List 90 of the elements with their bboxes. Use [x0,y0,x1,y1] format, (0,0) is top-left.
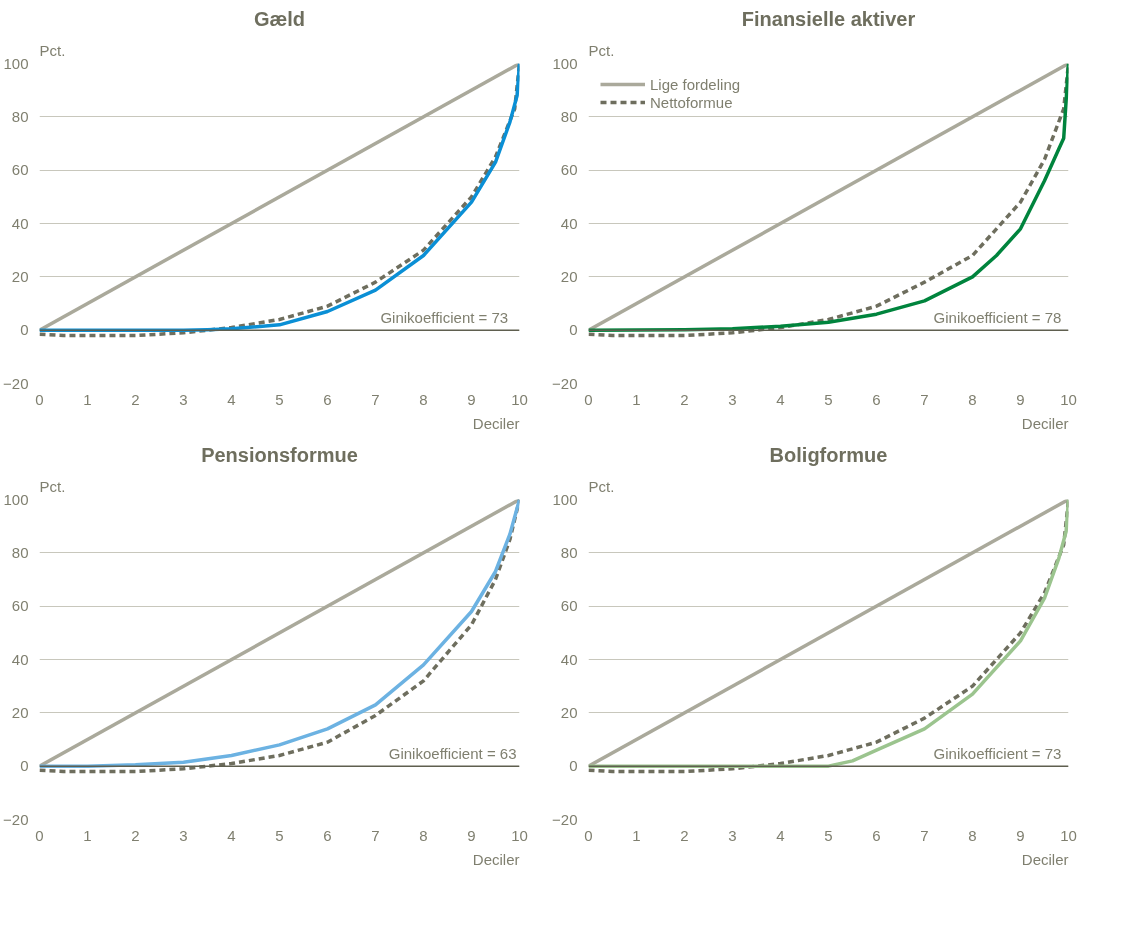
x-tick-label: 7 [371,826,380,844]
y-tick-label: 40 [11,650,29,668]
y-tick-label: 0 [569,757,578,775]
y-tick-label: 40 [11,214,29,232]
y-tick-label: −20 [552,374,578,392]
y-tick-label: −20 [3,810,29,828]
chart-title: Gæld [253,7,306,30]
x-tick-label: 6 [323,826,332,844]
x-tick-label: 3 [728,390,737,408]
chart-title: Finansielle aktiver [741,7,916,30]
x-tick-label: 9 [467,390,476,408]
x-tick-label: 1 [632,390,641,408]
x-tick-label: 8 [419,390,428,408]
y-tick-label: 80 [11,107,29,125]
x-tick-label: 1 [83,390,92,408]
x-tick-label: 8 [968,390,977,408]
y-tick-label: 100 [552,54,578,72]
y-tick-label: 60 [11,597,29,615]
y-tick-label: 60 [11,161,29,179]
x-tick-label: 6 [872,390,881,408]
x-tick-label: 9 [467,826,476,844]
x-tick-label: 5 [824,390,833,408]
chart-title: Pensionsformue [201,443,358,466]
y-tick-label: 40 [560,214,578,232]
y-tick-label: −20 [3,374,29,392]
x-tick-label: 3 [179,390,188,408]
y-tick-label: 20 [560,267,578,285]
annotation: Ginikoefficient = 73 [380,309,509,327]
x-axis-title: Deciler [1021,414,1069,432]
y-tick-label: 80 [11,543,29,561]
x-tick-label: 9 [1016,390,1025,408]
y-axis-title: Pct. [39,477,66,495]
y-tick-label: 20 [560,703,578,721]
y-tick-label: −20 [552,810,578,828]
x-tick-label: 6 [323,390,332,408]
x-axis-title: Deciler [1021,850,1069,868]
y-axis-title: Pct. [39,41,66,59]
x-tick-label: 4 [776,390,785,408]
y-tick-label: 0 [569,321,578,339]
y-tick-label: 100 [552,490,578,508]
x-tick-label: 0 [35,826,44,844]
x-tick-label: 10 [1060,826,1077,844]
x-tick-label: 6 [872,826,881,844]
annotation: Ginikoefficient = 73 [933,745,1062,763]
y-tick-label: 80 [560,543,578,561]
x-tick-label: 1 [632,826,641,844]
y-tick-label: 80 [560,107,578,125]
x-tick-label: 3 [728,826,737,844]
x-tick-label: 0 [35,390,44,408]
y-tick-label: 60 [560,597,578,615]
x-tick-label: 5 [275,826,284,844]
x-tick-label: 4 [776,826,785,844]
y-axis-title: Pct. [588,477,615,495]
x-tick-label: 8 [968,826,977,844]
x-tick-label: 10 [511,826,528,844]
x-tick-label: 5 [824,826,833,844]
y-tick-label: 20 [11,703,29,721]
x-axis-title: Deciler [472,414,520,432]
x-tick-label: 2 [680,390,689,408]
y-tick-label: 20 [11,267,29,285]
x-tick-label: 10 [1060,390,1077,408]
y-axis-title: Pct. [588,41,615,59]
y-tick-label: 100 [3,490,29,508]
legend-label: Lige fordeling [650,75,741,93]
y-tick-label: 60 [560,161,578,179]
x-tick-label: 10 [511,390,528,408]
x-tick-label: 0 [584,826,593,844]
x-tick-label: 4 [227,826,236,844]
chart-title: Boligformue [769,443,888,466]
x-tick-label: 9 [1016,826,1025,844]
x-tick-label: 7 [920,390,929,408]
x-axis-title: Deciler [472,850,520,868]
x-tick-label: 5 [275,390,284,408]
x-tick-label: 2 [680,826,689,844]
x-tick-label: 8 [419,826,428,844]
x-tick-label: 4 [227,390,236,408]
x-tick-label: 2 [131,826,140,844]
annotation: Ginikoefficient = 78 [933,309,1062,327]
annotation: Ginikoefficient = 63 [388,745,517,763]
y-tick-label: 40 [560,650,578,668]
y-tick-label: 0 [20,321,29,339]
x-tick-label: 0 [584,390,593,408]
x-tick-label: 1 [83,826,92,844]
x-tick-label: 2 [131,390,140,408]
x-tick-label: 7 [371,390,380,408]
y-tick-label: 0 [20,757,29,775]
x-tick-label: 3 [179,826,188,844]
y-tick-label: 100 [3,54,29,72]
legend-label: Nettoformue [650,93,733,111]
x-tick-label: 7 [920,826,929,844]
